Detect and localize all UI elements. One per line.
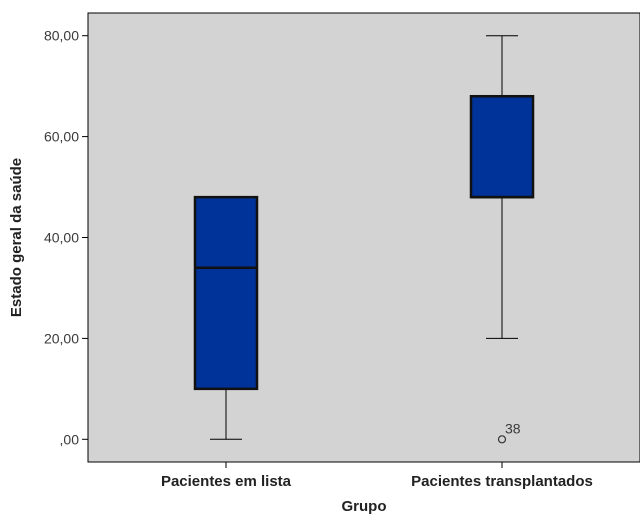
x-tick-label: Pacientes transplantados [411,473,593,490]
x-axis-title: Grupo [342,498,387,515]
boxes-layer: 38 [193,35,535,444]
box [469,94,535,199]
plot-area [87,12,640,463]
box [193,195,259,391]
box-group [193,195,259,440]
x-tick-label: Pacientes em lista [161,473,292,490]
y-axis: ,00 20,00 40,00 60,00 80,00 [44,28,88,447]
box-group: 38 [469,35,535,444]
y-tick-label: 20,00 [44,330,79,346]
y-tick-label: 40,00 [44,230,79,246]
y-axis-title: Estado geral da saúde [8,158,25,317]
y-tick-label: 60,00 [44,129,79,145]
outlier-point [497,435,507,444]
y-tick-label: 80,00 [44,28,79,44]
outlier-label: 38 [505,420,521,436]
x-axis: Pacientes em lista Pacientes transplantad… [161,462,593,490]
y-tick-label: ,00 [60,431,80,447]
